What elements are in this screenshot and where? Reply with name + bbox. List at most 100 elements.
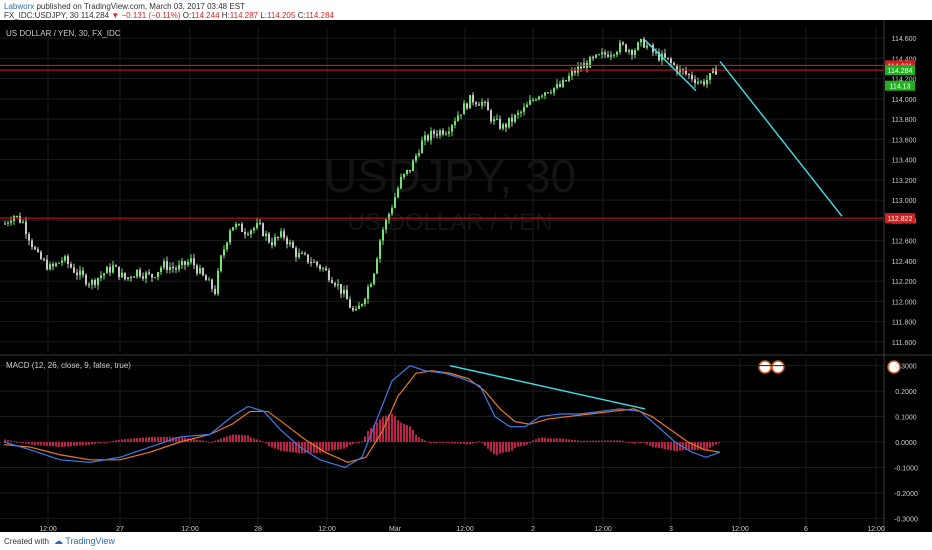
macd-y-tick-label: -0.3000 [894,516,918,523]
candle [679,68,681,73]
candle [244,232,246,235]
histogram-bar [439,442,441,443]
trendline[interactable] [644,39,697,92]
candle [655,52,657,54]
candle [580,66,582,69]
histogram-bar [7,440,9,442]
histogram-bar [700,442,702,450]
histogram-bar [532,440,534,442]
histogram-bar [271,442,273,448]
candle [148,272,150,275]
axes: 114.600 114.400 114.200 114.000 113.800 113.6… [0,20,932,532]
cloud-icon: ☁ [54,536,63,546]
histogram-bar [601,440,603,442]
event-icon[interactable] [771,360,785,374]
event-icon[interactable] [758,360,772,374]
candle [508,117,510,128]
chart-canvas[interactable]: USDJPY, 30 US DOLLAR / YEN 114.600 114.400… [0,20,932,532]
histogram-bar [328,442,330,451]
histogram-bar [427,441,429,443]
candle [160,267,162,272]
price-label-box [885,80,915,91]
histogram-bar [55,442,57,447]
candle [46,259,48,270]
histogram-bar [220,438,222,442]
candle [607,54,609,57]
histogram-bar [514,442,516,448]
histogram-bar [676,442,678,452]
candle [256,223,258,228]
histogram-bar [181,437,183,442]
histogram-bar [415,434,417,442]
y-tick-label: 114.000 [892,97,917,104]
macd-trendline[interactable] [449,364,646,410]
candle [121,272,123,278]
candle [664,53,666,58]
candle [175,268,177,270]
candle [424,135,426,141]
trendline[interactable] [719,60,843,217]
candle [658,52,660,61]
histogram-bar [214,440,216,442]
candle [202,268,204,276]
y-tick-label: 114.400 [892,56,917,63]
candle [61,260,63,263]
author-link[interactable]: Labworx [4,2,35,11]
histogram-bar [52,442,54,447]
histogram-bar [712,442,714,447]
histogram-bar [25,442,27,444]
candle [79,270,81,276]
candle [691,74,693,80]
publish-header: Labworx published on TradingView.com, Ma… [0,0,932,20]
candle [16,215,18,217]
histogram-bar [499,442,501,454]
publish-line: Labworx published on TradingView.com, Ma… [4,2,245,11]
histogram-bar [451,442,453,444]
candle [628,49,630,52]
candle [298,253,300,257]
close-value: 114.284 [305,11,334,20]
histogram-bar [97,442,99,444]
event-icon[interactable] [887,360,901,374]
candle [133,276,135,278]
symbol-line: FX_IDC:USDJPY, 30 114.284 ▼ −0.131 (−0.1… [4,11,334,20]
candle [193,258,195,266]
candle [550,92,552,94]
candle [172,266,174,269]
candle [631,49,633,55]
histogram-bar [64,442,66,447]
histogram-bar [643,442,645,444]
candle [280,231,282,238]
candle [100,275,102,279]
histogram-bar [502,442,504,453]
symbol-prefix: FX_IDC:USDJPY, 30 [4,11,79,20]
candle [538,96,540,100]
footer: Created with ☁ TradingView [0,532,932,550]
histogram-bar [103,442,105,443]
histogram-bar [343,442,345,449]
watermark-symbol: USDJPY, 30 [324,150,576,202]
histogram-bar [304,442,306,453]
candle [547,92,549,94]
candle [520,111,522,113]
histogram-bar [571,439,573,442]
candle [82,270,84,275]
price-label-box [885,213,915,224]
histogram-bar [526,442,528,445]
candle [337,283,339,286]
candle [439,130,441,136]
histogram-bar [58,442,60,447]
candle [229,230,231,243]
y-tick-label: 114.600 [892,36,917,43]
price-pane[interactable]: USDJPY, 30 US DOLLAR / YEN [0,28,901,374]
histogram-bar [70,442,72,447]
histogram-bar [157,436,159,442]
candle [715,68,717,75]
histogram-bar [118,439,120,442]
candle [676,65,678,73]
candle [610,54,612,57]
tradingview-logo[interactable]: ☁ TradingView [54,536,115,547]
macd-y-tick-label: 0.0000 [895,440,917,447]
macd-pane[interactable] [0,358,884,526]
histogram-bar [247,435,249,442]
